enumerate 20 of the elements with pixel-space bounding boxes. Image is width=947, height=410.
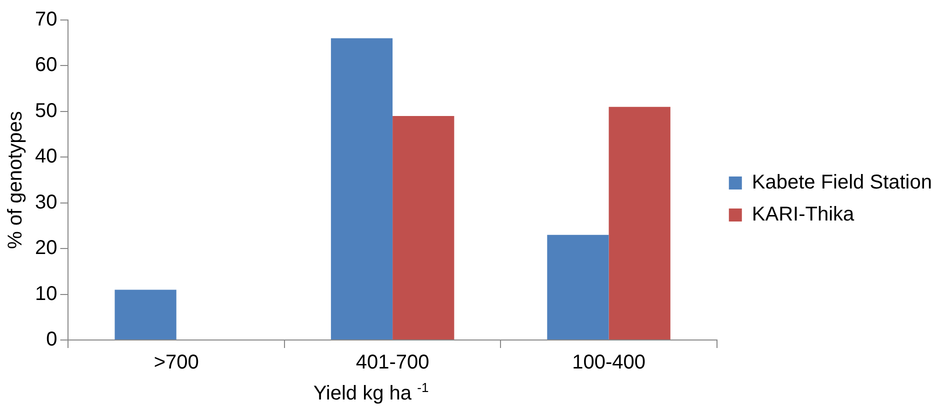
y-tick-label: 0: [46, 328, 58, 351]
bar: [547, 234, 609, 340]
x-axis-title: Yield kg ha $^{-1}$: [312, 380, 430, 406]
legend-label: KARI-Thika: [752, 204, 856, 226]
y-axis-title: % of genotypes: [4, 111, 27, 249]
bar: [330, 38, 393, 340]
y-tick-label: 30: [34, 191, 58, 214]
bar: [608, 106, 670, 340]
y-tick-label: 20: [34, 237, 58, 260]
bar: [114, 290, 176, 340]
x-tick-label: 100-400: [572, 352, 646, 374]
y-tick-label: 10: [34, 282, 58, 305]
x-tick-label: 401-700: [356, 352, 430, 374]
legend-label: Kabete Field Station: [752, 172, 932, 194]
y-tick-label: 60: [34, 54, 58, 76]
y-tick-label: 50: [34, 100, 58, 122]
y-tick-label: 70: [34, 8, 58, 31]
y-tick-label: 40: [34, 146, 58, 168]
x-tick-label: >700: [154, 352, 199, 374]
bar: [392, 116, 454, 340]
